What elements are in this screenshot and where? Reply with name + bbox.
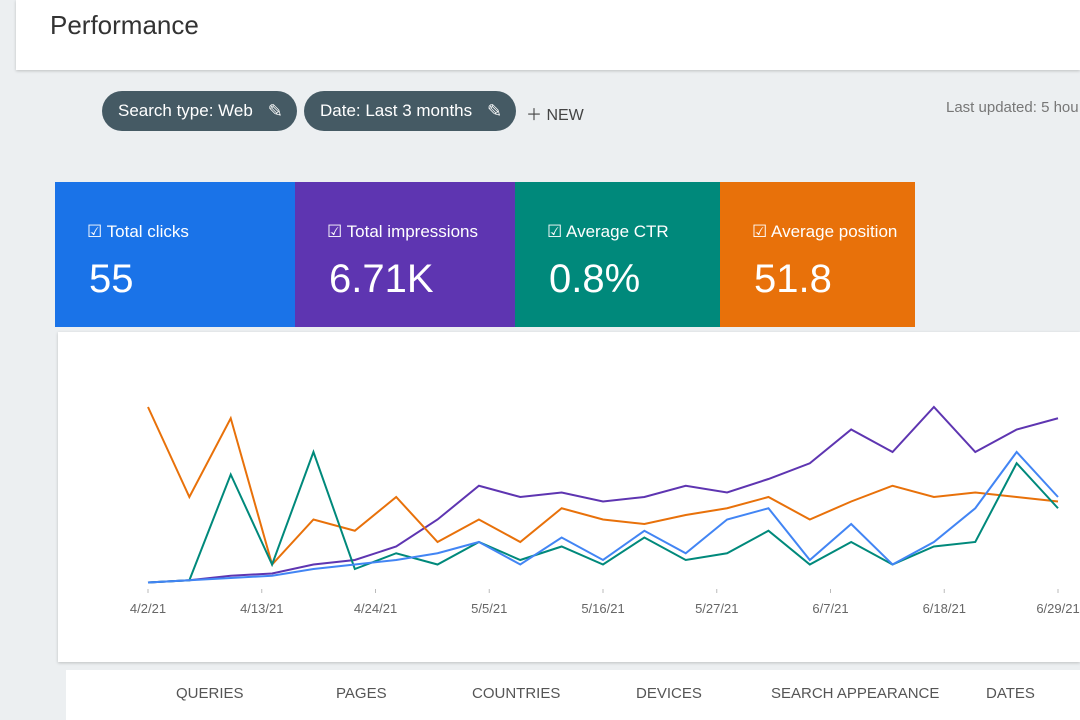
metric-card[interactable]: Total clicks 55 [55, 182, 295, 327]
chart-card: 4/2/21 4/13/21 4/24/21 5/5/21 5/16/21 5/27/21… [58, 332, 1080, 662]
new-filter-button[interactable]: ＋ NEW [526, 107, 584, 124]
metric-card[interactable]: Average position 51.8 [720, 182, 915, 327]
metric-label: Average CTR [547, 222, 669, 242]
tab[interactable]: QUERIES [176, 685, 244, 702]
metric-card[interactable]: Total impressions 6.71K [295, 182, 515, 327]
x-tick-label: 6/29/21 [1036, 601, 1079, 616]
x-tick-label: 4/24/21 [354, 601, 397, 616]
new-label: NEW [546, 107, 584, 124]
x-tick-label: 6/7/21 [812, 601, 848, 616]
series-line [147, 405, 1059, 584]
tab[interactable]: DEVICES [636, 685, 702, 702]
tab-bar: QUERIES PAGES COUNTRIES DEVICES SEARCH APPEA… [66, 670, 1080, 720]
x-tick-label: 6/18/21 [923, 601, 966, 616]
x-tick-label: 5/5/21 [471, 601, 507, 616]
filter-chip[interactable]: Search type: Web [102, 91, 297, 131]
header: Performance [16, 0, 1080, 70]
tab[interactable]: PAGES [336, 685, 387, 702]
x-tick-label: 4/2/21 [130, 601, 166, 616]
tab[interactable]: SEARCH APPEARANCE [771, 685, 940, 702]
metric-label: Total clicks [87, 222, 189, 242]
x-tick-label: 4/13/21 [240, 601, 283, 616]
tab[interactable]: COUNTRIES [472, 685, 561, 702]
metric-card[interactable]: Average CTR 0.8% [515, 182, 720, 327]
series-line [147, 449, 1059, 584]
tab[interactable]: DATES [986, 685, 1035, 702]
metric-label: Average position [752, 222, 897, 242]
series-line [147, 450, 1059, 584]
metric-label: Total impressions [327, 222, 478, 242]
metric-value: 51.8 [754, 257, 832, 301]
x-tick-label: 5/27/21 [695, 601, 738, 616]
metric-value: 0.8% [549, 257, 641, 301]
series-line [147, 406, 1059, 567]
x-tick-label: 5/16/21 [581, 601, 624, 616]
metric-value: 55 [89, 257, 134, 301]
chart: 4/2/21 4/13/21 4/24/21 5/5/21 5/16/21 5/27/21… [130, 405, 1080, 616]
page-title: Performance [50, 10, 199, 40]
filter-chip[interactable]: Date: Last 3 months [304, 91, 517, 131]
filter-bar: Search type: Web Date: Last 3 months ＋ N… [16, 85, 1080, 141]
last-updated: Last updated: 5 hou [946, 99, 1079, 116]
metric-value: 6.71K [329, 257, 434, 301]
